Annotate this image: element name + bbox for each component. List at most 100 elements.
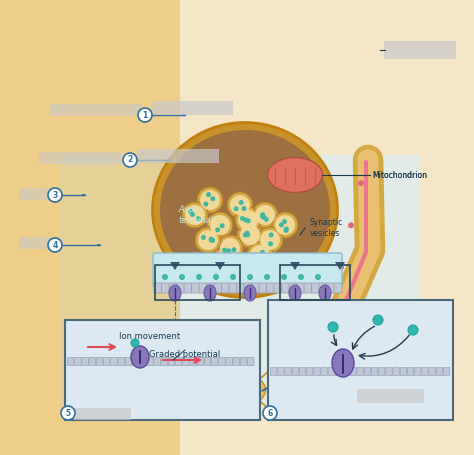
FancyBboxPatch shape	[229, 283, 237, 293]
Circle shape	[283, 228, 289, 233]
FancyBboxPatch shape	[429, 368, 436, 375]
Circle shape	[255, 205, 275, 225]
FancyBboxPatch shape	[384, 41, 456, 59]
FancyBboxPatch shape	[321, 368, 328, 375]
FancyBboxPatch shape	[154, 358, 160, 365]
Ellipse shape	[160, 130, 330, 290]
Polygon shape	[0, 0, 180, 455]
Text: 5: 5	[65, 409, 71, 418]
Circle shape	[358, 180, 364, 186]
Polygon shape	[60, 155, 420, 405]
Circle shape	[246, 218, 251, 223]
FancyBboxPatch shape	[74, 408, 131, 420]
Circle shape	[238, 210, 258, 230]
Circle shape	[328, 322, 338, 332]
Circle shape	[315, 274, 321, 280]
Circle shape	[215, 250, 235, 270]
Circle shape	[48, 188, 62, 202]
FancyBboxPatch shape	[19, 188, 51, 200]
Circle shape	[250, 245, 270, 265]
Circle shape	[201, 235, 206, 240]
FancyBboxPatch shape	[154, 283, 162, 293]
Circle shape	[240, 216, 245, 221]
Text: Mitochondrion: Mitochondrion	[372, 171, 427, 180]
FancyBboxPatch shape	[182, 358, 189, 365]
FancyBboxPatch shape	[266, 283, 274, 293]
Circle shape	[260, 230, 280, 250]
FancyBboxPatch shape	[386, 368, 392, 375]
FancyBboxPatch shape	[237, 283, 245, 293]
Text: 4: 4	[52, 241, 58, 249]
FancyBboxPatch shape	[49, 104, 141, 116]
Circle shape	[138, 108, 152, 122]
Text: Ion movement: Ion movement	[119, 332, 181, 341]
Text: Mitochondrion: Mitochondrion	[372, 171, 427, 180]
Text: 3: 3	[52, 191, 58, 199]
Circle shape	[247, 242, 273, 268]
Circle shape	[260, 250, 265, 255]
Circle shape	[220, 223, 225, 228]
FancyBboxPatch shape	[334, 283, 342, 293]
Circle shape	[123, 153, 137, 167]
FancyBboxPatch shape	[436, 368, 443, 375]
FancyBboxPatch shape	[197, 358, 204, 365]
Circle shape	[234, 206, 239, 211]
FancyBboxPatch shape	[204, 358, 211, 365]
Ellipse shape	[319, 285, 331, 301]
FancyBboxPatch shape	[393, 368, 400, 375]
FancyBboxPatch shape	[103, 358, 110, 365]
FancyBboxPatch shape	[211, 358, 218, 365]
FancyBboxPatch shape	[214, 283, 222, 293]
Circle shape	[220, 238, 240, 258]
Circle shape	[264, 274, 270, 280]
Ellipse shape	[332, 349, 354, 377]
Circle shape	[220, 263, 226, 268]
FancyBboxPatch shape	[443, 368, 450, 375]
FancyBboxPatch shape	[299, 368, 306, 375]
FancyBboxPatch shape	[414, 368, 421, 375]
FancyBboxPatch shape	[137, 149, 219, 163]
Circle shape	[298, 274, 304, 280]
FancyBboxPatch shape	[219, 358, 225, 365]
Circle shape	[260, 214, 265, 219]
Circle shape	[239, 200, 244, 205]
FancyBboxPatch shape	[343, 368, 349, 375]
Circle shape	[209, 238, 214, 243]
Circle shape	[284, 227, 289, 232]
Circle shape	[338, 264, 344, 271]
Circle shape	[185, 205, 205, 225]
Circle shape	[131, 339, 139, 347]
Circle shape	[215, 228, 220, 233]
Ellipse shape	[267, 157, 322, 192]
FancyBboxPatch shape	[259, 283, 267, 293]
FancyBboxPatch shape	[311, 283, 319, 293]
Text: Postsynaptic
neuron: Postsynaptic neuron	[283, 350, 336, 370]
FancyBboxPatch shape	[132, 358, 139, 365]
FancyBboxPatch shape	[146, 358, 153, 365]
FancyBboxPatch shape	[191, 283, 200, 293]
Circle shape	[282, 219, 287, 224]
Circle shape	[408, 325, 418, 335]
FancyBboxPatch shape	[118, 358, 124, 365]
FancyBboxPatch shape	[111, 358, 117, 365]
Circle shape	[217, 235, 243, 261]
Circle shape	[230, 195, 250, 215]
FancyBboxPatch shape	[75, 358, 81, 365]
FancyBboxPatch shape	[350, 368, 356, 375]
FancyBboxPatch shape	[125, 358, 132, 365]
FancyBboxPatch shape	[319, 283, 327, 293]
Circle shape	[263, 406, 277, 420]
Circle shape	[230, 274, 236, 280]
Circle shape	[179, 274, 185, 280]
Circle shape	[279, 222, 284, 228]
Circle shape	[162, 274, 168, 280]
Circle shape	[206, 192, 211, 197]
FancyBboxPatch shape	[244, 283, 252, 293]
Circle shape	[268, 241, 273, 246]
FancyBboxPatch shape	[168, 358, 175, 365]
FancyBboxPatch shape	[314, 368, 320, 375]
Circle shape	[226, 248, 231, 253]
FancyBboxPatch shape	[289, 283, 297, 293]
FancyBboxPatch shape	[252, 283, 259, 293]
Circle shape	[272, 212, 298, 238]
